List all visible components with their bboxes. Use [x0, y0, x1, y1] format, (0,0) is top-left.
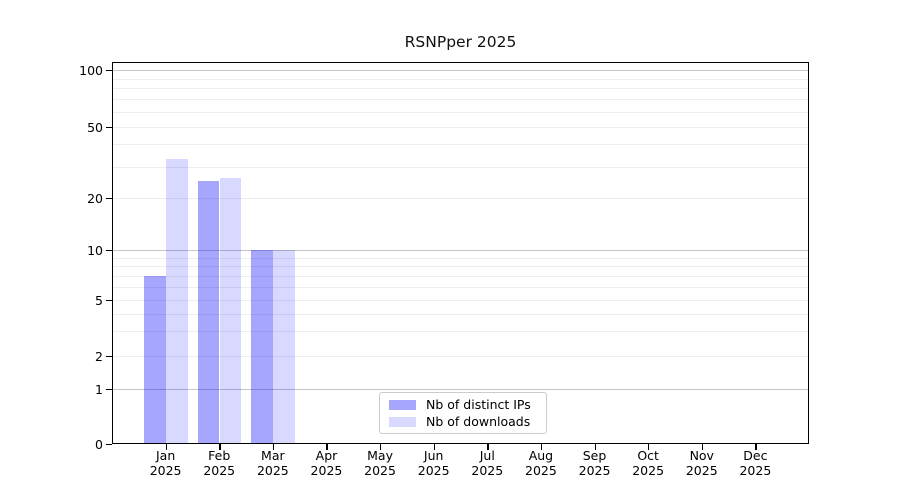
gridline-minor	[113, 112, 808, 113]
bar-downloads	[166, 159, 188, 444]
y-tick	[106, 126, 112, 128]
x-tick-label: Feb 2025	[203, 448, 236, 478]
x-tick-label: Dec 2025	[739, 448, 772, 478]
y-tick	[106, 197, 112, 199]
plot-area	[112, 62, 809, 444]
x-tick-label: Apr 2025	[310, 448, 343, 478]
x-tick	[433, 444, 435, 450]
x-tick	[380, 444, 382, 450]
legend-item-distinct-ips: Nb of distinct IPs	[389, 397, 537, 412]
y-tick	[106, 249, 112, 251]
bar-downloads	[219, 177, 242, 444]
x-tick	[219, 444, 221, 450]
y-tick-label: 50	[87, 119, 103, 135]
x-tick-label: Jun 2025	[417, 448, 450, 478]
gridline-minor	[113, 144, 808, 146]
y-tick-label: 1	[95, 381, 103, 397]
x-tick	[540, 444, 543, 450]
x-tick	[487, 444, 489, 450]
x-tick	[594, 444, 596, 450]
gridline-minor	[113, 286, 808, 288]
y-tick-label: 0	[95, 436, 103, 452]
gridline-minor	[113, 78, 808, 80]
x-tick-label: Jul 2025	[471, 448, 504, 478]
x-tick-label: May 2025	[364, 448, 396, 478]
y-tick	[106, 69, 112, 71]
y-tick-label: 10	[87, 242, 103, 258]
x-tick-label: Aug 2025	[525, 448, 557, 478]
x-tick-label: Sep 2025	[578, 448, 611, 478]
bar-distinct-ips	[197, 180, 220, 444]
gridline-minor	[113, 356, 808, 357]
x-tick-label: Nov 2025	[685, 448, 718, 478]
x-tick	[755, 444, 757, 450]
y-tick	[106, 355, 112, 357]
y-tick-label: 20	[87, 190, 103, 206]
legend-label-downloads: Nb of downloads	[426, 414, 531, 429]
x-tick	[648, 444, 650, 450]
legend-swatch-distinct-ips	[389, 399, 416, 410]
gridline-minor	[113, 127, 808, 128]
gridline-minor	[113, 99, 808, 101]
bar-downloads	[273, 250, 295, 444]
chart-title: RSNPper 2025	[404, 33, 517, 51]
y-tick-label: 5	[95, 292, 103, 308]
y-tick	[106, 443, 112, 445]
gridline-minor	[113, 257, 808, 259]
gridline-major	[113, 250, 808, 251]
legend-swatch-downloads	[389, 416, 416, 427]
x-tick-label: Mar 2025	[256, 448, 289, 478]
bar-distinct-ips	[144, 275, 166, 444]
x-tick-label: Jan 2025	[149, 448, 182, 478]
y-tick	[106, 299, 112, 301]
gridline-minor	[113, 275, 808, 277]
gridline-minor	[113, 166, 808, 168]
gridline-major	[113, 389, 808, 390]
y-tick-label: 2	[95, 348, 103, 364]
gridline-major	[113, 70, 808, 71]
gridline-minor	[113, 198, 808, 199]
y-tick-label: 100	[79, 62, 103, 78]
gridline-minor	[113, 300, 808, 301]
x-tick	[272, 444, 275, 450]
gridline-minor	[113, 331, 808, 333]
gridline-minor	[113, 313, 808, 315]
gridline-minor	[113, 88, 808, 90]
legend-item-downloads: Nb of downloads	[389, 414, 537, 429]
x-tick	[701, 444, 704, 450]
bar-distinct-ips	[251, 250, 273, 444]
legend: Nb of distinct IPs Nb of downloads	[379, 392, 547, 434]
gridline-minor	[113, 266, 808, 268]
x-tick	[165, 444, 167, 450]
x-tick-label: Oct 2025	[632, 448, 665, 478]
y-tick	[106, 388, 112, 390]
x-tick	[326, 444, 328, 450]
legend-label-distinct-ips: Nb of distinct IPs	[426, 397, 531, 412]
